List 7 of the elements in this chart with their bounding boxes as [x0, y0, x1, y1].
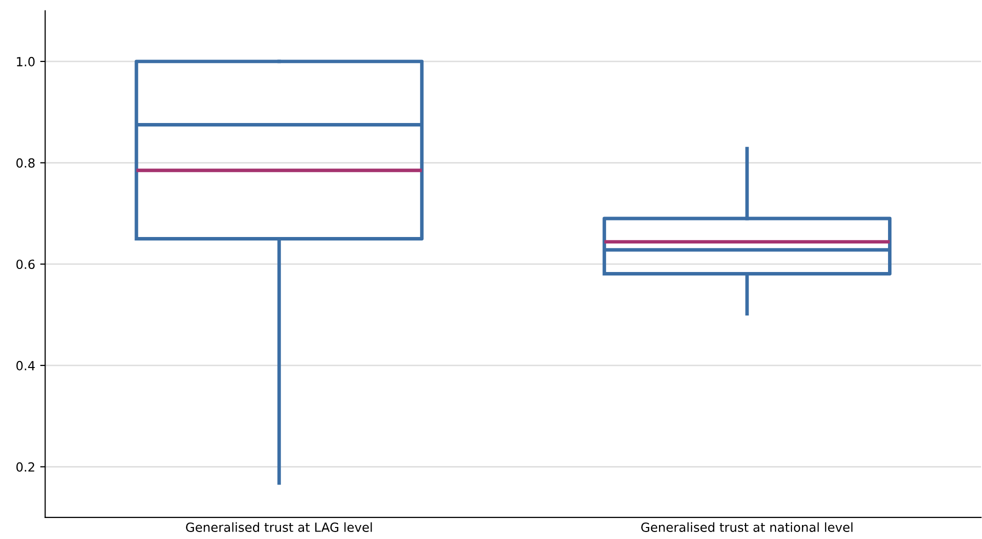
y-tick-label: 0.2	[16, 462, 34, 472]
y-tick-label: 1.0	[16, 56, 35, 66]
x-tick-label: Generalised trust at national level	[641, 522, 852, 532]
y-tick-label: 0.6	[16, 260, 35, 270]
x-tick-label: Generalised trust at LAG level	[186, 522, 372, 532]
y-tick-label: 0.8	[16, 158, 35, 168]
y-tick-label: 0.4	[16, 360, 35, 370]
